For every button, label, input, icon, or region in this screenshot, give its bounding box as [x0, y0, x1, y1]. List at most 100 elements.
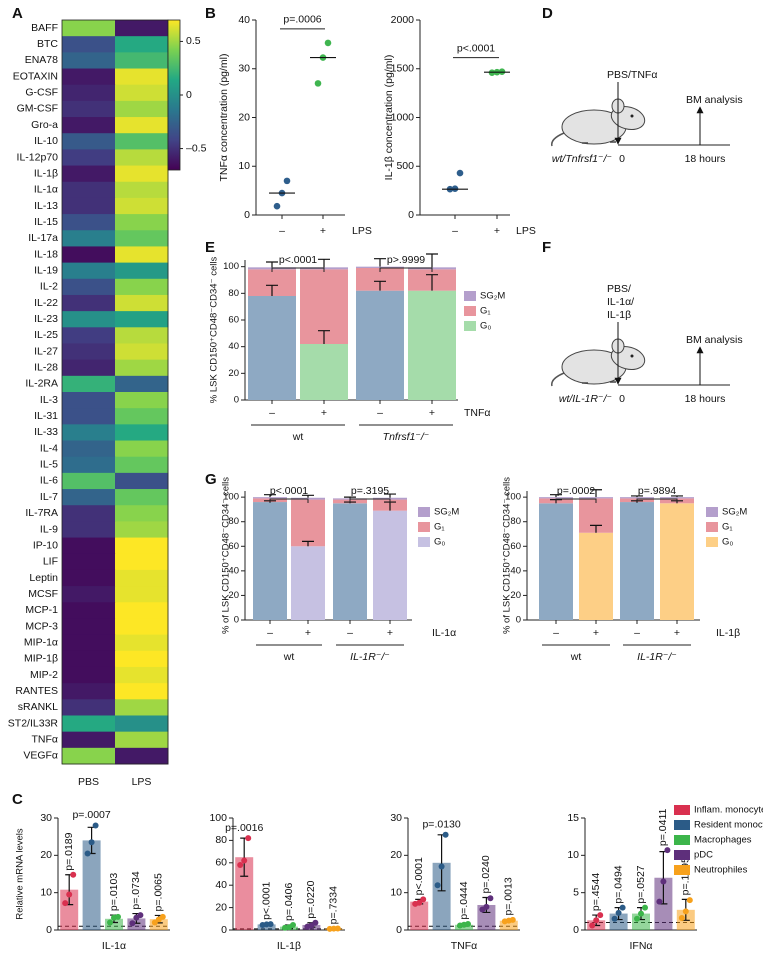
row-label: IL-22 — [34, 297, 58, 309]
legend-swatch — [464, 306, 476, 316]
bar-segment — [620, 497, 654, 499]
heatmap-frame — [61, 19, 169, 765]
data-point — [465, 921, 471, 928]
p-value: p=.0494 — [612, 865, 624, 903]
heat-cell — [115, 521, 169, 539]
heat-cell — [115, 149, 169, 167]
x-tick-label: + — [429, 407, 435, 419]
legend-swatch — [674, 835, 690, 845]
legend-swatch — [418, 537, 430, 547]
heat-cell — [62, 246, 116, 264]
data-point — [245, 835, 252, 842]
heat-cell — [62, 440, 116, 458]
row-label: IL-4 — [40, 442, 58, 454]
row-label: IL-33 — [34, 426, 58, 438]
heat-cell — [62, 214, 116, 231]
treatment-label: PBS/ — [607, 283, 631, 295]
data-point — [686, 897, 693, 904]
legend-swatch — [464, 321, 476, 331]
row-label: IL-1α — [34, 184, 58, 196]
heat-cell — [62, 20, 116, 37]
readout-label: BM analysis — [686, 94, 743, 106]
x-tick-label: + — [593, 627, 599, 639]
column-label: LPS — [132, 776, 152, 788]
y-tick-label: 40 — [215, 879, 227, 891]
heat-cell — [62, 181, 116, 199]
data-point — [241, 857, 248, 864]
x-tick-label: – — [452, 225, 458, 237]
heat-cell — [62, 165, 116, 183]
heat-cell — [62, 683, 116, 700]
error-bar — [302, 540, 314, 547]
data-point — [237, 862, 244, 869]
colorbar — [167, 19, 181, 171]
heat-cell — [115, 586, 169, 603]
data-point — [267, 921, 274, 928]
row-label: ENA78 — [25, 54, 58, 66]
heat-cell — [115, 165, 169, 183]
heat-cell — [62, 294, 116, 312]
heat-cell — [62, 311, 116, 328]
data-point — [88, 839, 95, 846]
heat-cell — [115, 553, 169, 571]
data-point — [334, 925, 341, 932]
p-value: p>.9999 — [387, 254, 425, 266]
bar-segment — [356, 266, 404, 268]
p-value: p=.0734 — [130, 871, 142, 909]
error-bar — [374, 258, 386, 267]
p-value: p=.0002 — [557, 485, 595, 497]
heat-cell — [115, 343, 169, 361]
data-point — [283, 177, 291, 185]
heat-cell — [62, 262, 116, 280]
y-tick-label: 0 — [234, 395, 239, 406]
row-label: RANTES — [15, 685, 58, 697]
y-tick-label: 1500 — [391, 63, 415, 75]
error-bar — [590, 489, 602, 498]
heat-cell — [115, 602, 169, 619]
y-tick-label: 30 — [390, 812, 402, 824]
legend-swatch — [674, 850, 690, 860]
error-bar — [426, 253, 438, 268]
data-point — [682, 908, 689, 915]
data-point — [483, 903, 490, 910]
legend-label: G₁ — [722, 522, 733, 533]
heat-cell — [115, 230, 169, 247]
row-label: ST2/IL33R — [8, 717, 59, 729]
legend-label: G₁ — [480, 306, 491, 317]
legend-swatch — [464, 291, 476, 301]
heat-cell — [115, 440, 169, 458]
x-tick-label: + — [387, 627, 393, 639]
legend-swatch — [418, 522, 430, 532]
bar-segment — [660, 503, 694, 620]
legend-label: G₀ — [480, 321, 491, 332]
row-label: IL-31 — [34, 410, 58, 422]
data-point — [619, 904, 626, 911]
error-bar — [264, 494, 276, 498]
data-point — [107, 919, 113, 926]
heat-cell — [62, 375, 116, 393]
bar — [235, 857, 254, 930]
legend-label: Macrophages — [694, 835, 752, 846]
y-tick-label: 40 — [238, 14, 250, 26]
error-bar — [344, 496, 356, 499]
row-label: EOTAXIN — [13, 70, 58, 82]
error-bar — [384, 493, 396, 498]
data-point — [597, 912, 604, 919]
y-tick-label: 0 — [234, 615, 239, 626]
y-tick-label: 60 — [510, 541, 521, 552]
data-point — [642, 904, 648, 911]
heat-cell — [62, 100, 116, 118]
time-end: 18 hours — [685, 153, 726, 165]
heat-cell — [62, 489, 116, 506]
legend-label: SG₂M — [434, 507, 459, 518]
row-label: IL-7RA — [25, 507, 58, 519]
bar-segment — [253, 497, 287, 499]
heat-cell — [115, 666, 169, 684]
p-value: p<.0001 — [279, 254, 317, 266]
p-value: p=.0444 — [458, 881, 470, 919]
p-value: p=.0220 — [305, 880, 317, 918]
y-tick-label: 5 — [573, 886, 579, 898]
error-bar — [631, 495, 643, 498]
y-tick-label: 40 — [228, 565, 239, 576]
heat-cell — [62, 278, 116, 296]
